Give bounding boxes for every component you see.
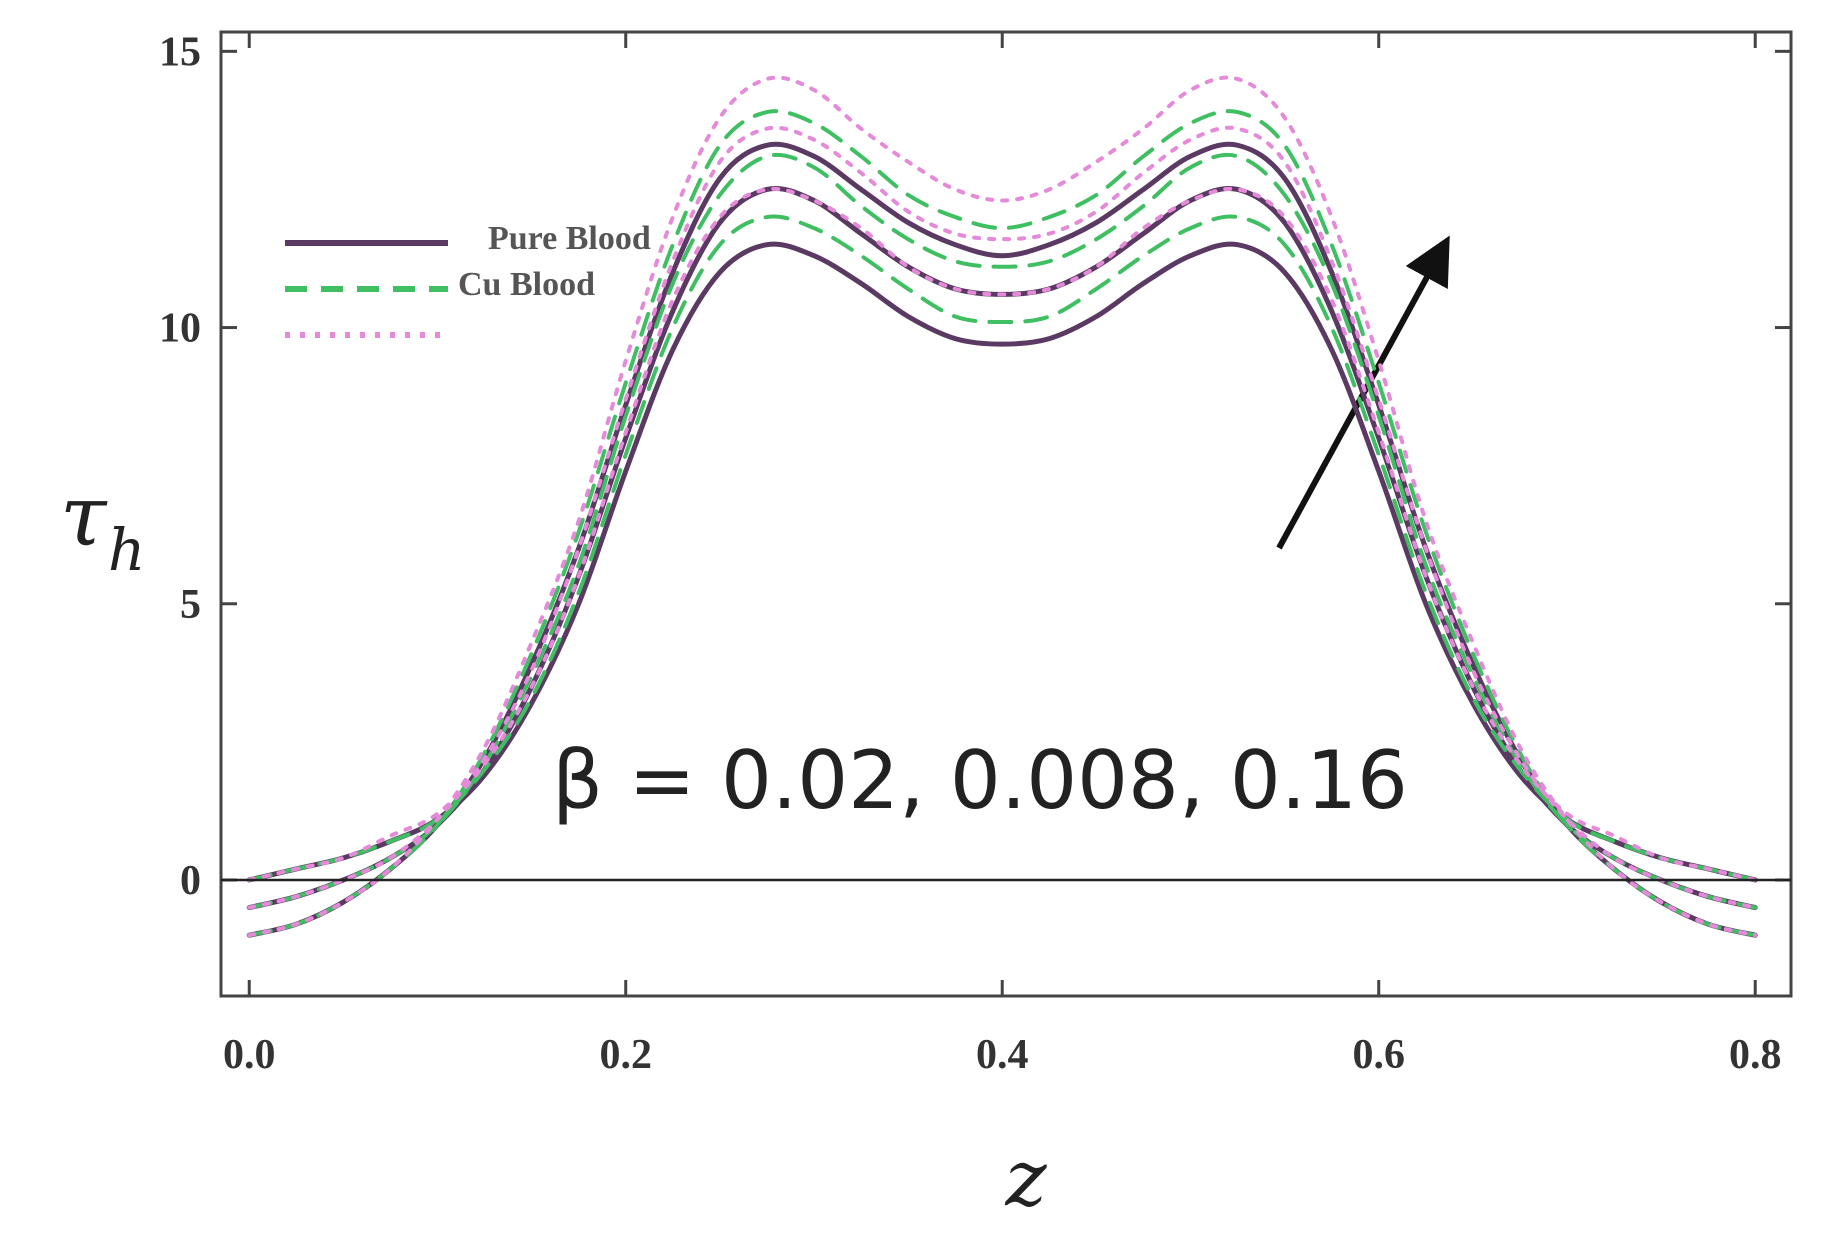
x-tick-label: 0.6 (1352, 1032, 1405, 1078)
series-line (246, 241, 1758, 883)
series-line (247, 152, 1758, 910)
series-line (247, 214, 1758, 882)
legend-label: Cu Blood (458, 266, 595, 303)
x-tick-label: 0.0 (223, 1032, 276, 1078)
y-axis-label: τ (60, 467, 108, 565)
plot-frame (219, 30, 1793, 998)
plot-area (246, 75, 1758, 938)
series-line (247, 186, 1758, 882)
series-line (247, 125, 1758, 910)
x-tick-label: 0.2 (599, 1032, 652, 1078)
y-axis-label-subscript: h (108, 516, 145, 584)
legend-label: Pure Blood (488, 220, 651, 257)
x-axis-label: z (1004, 1134, 1047, 1224)
series-line (247, 75, 1758, 938)
arrow (1276, 235, 1450, 550)
y-tick-label: 10 (159, 306, 201, 352)
y-tick-label: 0 (180, 858, 201, 904)
annotation: β = 0.02, 0.008, 0.16 (552, 734, 1408, 827)
y-tick-label: 15 (159, 29, 201, 75)
series-line (247, 109, 1758, 938)
x-tick-label: 0.8 (1729, 1032, 1782, 1078)
x-tick-label: 0.4 (976, 1032, 1029, 1078)
y-tick-label: 5 (180, 582, 201, 628)
